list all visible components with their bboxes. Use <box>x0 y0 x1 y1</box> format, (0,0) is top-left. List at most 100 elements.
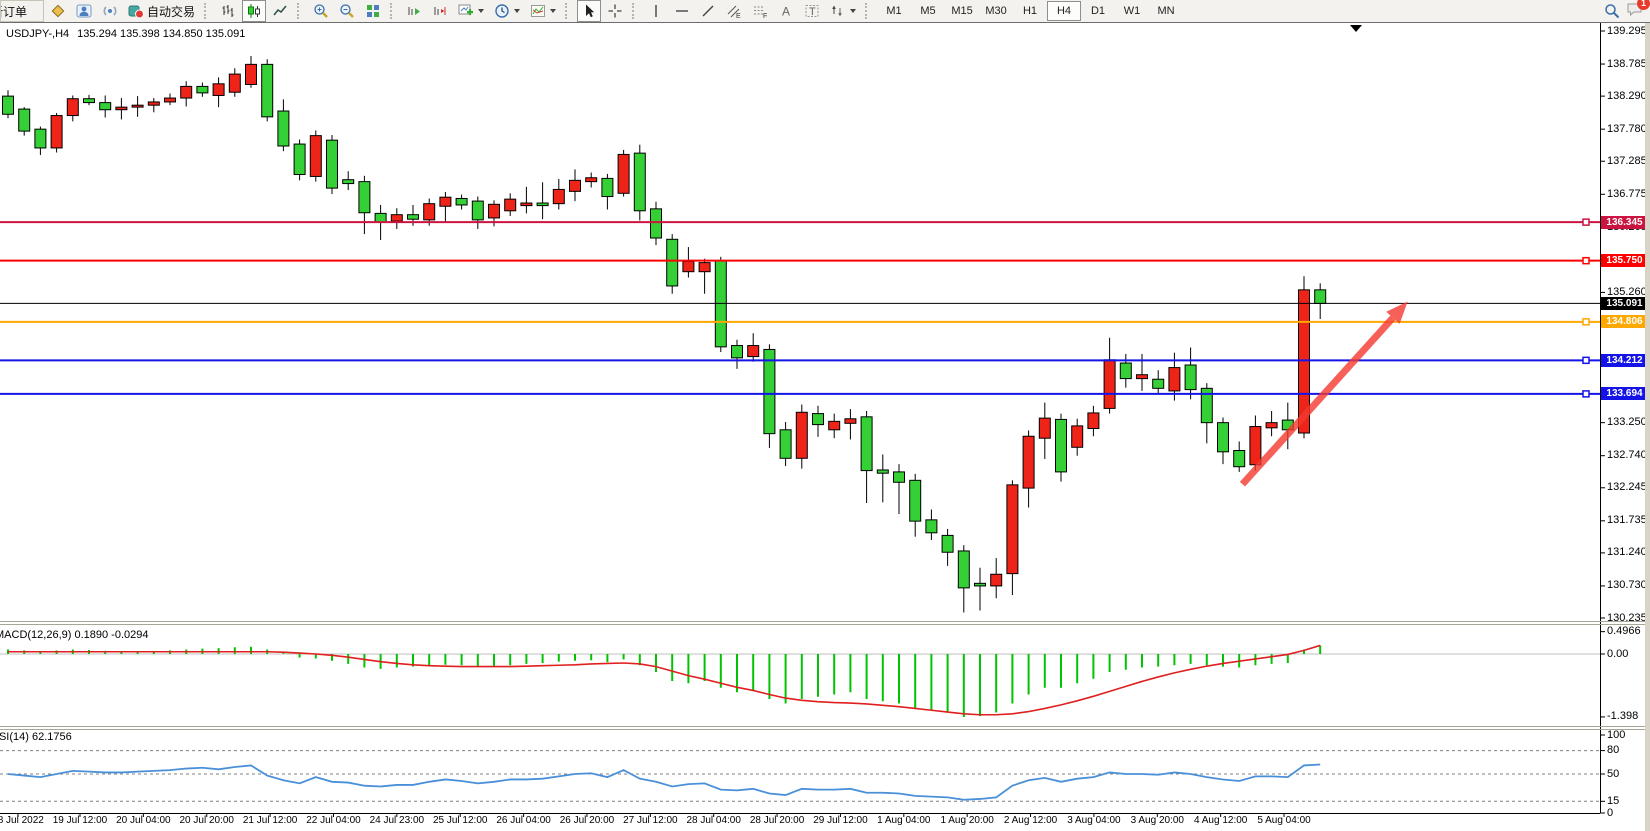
market-watch-button[interactable] <box>72 0 96 22</box>
price-tag-134.806: 134.806 <box>1601 315 1648 329</box>
line-handle <box>1582 390 1590 398</box>
clock-icon <box>495 4 509 18</box>
line-chart-button[interactable] <box>268 0 292 22</box>
text-label-tool-button[interactable]: T <box>800 0 824 22</box>
candle-body <box>601 177 614 198</box>
timeframe-button-W1[interactable]: W1 <box>1123 5 1141 17</box>
timeframe-button-H1[interactable]: H1 <box>1022 5 1038 17</box>
candle-body <box>1168 367 1181 392</box>
periods-button[interactable] <box>490 0 524 22</box>
auto-trading-button[interactable]: 自动交易 <box>124 0 199 22</box>
new-order-label: 新订单 <box>1 4 28 19</box>
horizontal-line-tool-button[interactable] <box>670 0 694 22</box>
candle-body <box>504 198 517 212</box>
candle-body <box>1071 425 1084 448</box>
candle-body <box>1249 426 1262 466</box>
candle-body <box>1087 412 1100 429</box>
timeframe-button-D1[interactable]: D1 <box>1090 5 1106 17</box>
new-chart-button[interactable] <box>454 0 488 22</box>
chart-symbol-period: USDJPY-,H4 <box>6 28 70 40</box>
candle-body <box>34 128 47 149</box>
fibonacci-tool-button[interactable]: F <box>748 0 772 22</box>
trend-arrow <box>1239 315 1396 487</box>
timeframe-button-M30[interactable]: M30 <box>985 5 1007 17</box>
candle-body <box>1265 422 1278 429</box>
candle-body <box>941 534 954 553</box>
time-tick-label: 27 Jul 12:00 <box>623 815 678 826</box>
indicators-button[interactable] <box>526 0 560 22</box>
auto-scroll-button[interactable] <box>402 0 426 22</box>
candle-body <box>795 411 808 459</box>
rsi-tick-label: 80 <box>1607 744 1620 757</box>
timeframe-button-M15[interactable]: M15 <box>951 5 973 17</box>
candle-body <box>974 582 986 587</box>
candle-body <box>698 262 711 273</box>
candle-body <box>552 188 565 205</box>
candle-body <box>407 214 419 220</box>
toolbar-separator <box>390 3 397 19</box>
candle-body <box>164 97 176 103</box>
candlestick-chart-button[interactable] <box>242 0 267 22</box>
chart-plot[interactable] <box>0 23 1650 831</box>
window-edge <box>1645 23 1650 831</box>
arrows-tool-button[interactable] <box>826 0 860 22</box>
timeframe-button-M5[interactable]: M5 <box>920 5 936 17</box>
zoom-in-button[interactable] <box>309 0 333 22</box>
price-tick-label: 138.785 <box>1607 57 1647 70</box>
line-chart-icon <box>273 5 287 16</box>
arrows-icon <box>832 5 842 17</box>
tile-windows-button[interactable] <box>361 0 385 22</box>
chart-window[interactable]: USDJPY-,H4 135.294 135.398 134.850 135.09… <box>0 22 1650 831</box>
price-tick-label: 139.295 <box>1607 24 1647 37</box>
auto-trading-label: 自动交易 <box>147 4 196 19</box>
candle-body <box>66 98 79 117</box>
trendline-tool-button[interactable] <box>696 0 720 22</box>
candle-body <box>358 181 371 214</box>
toolbar-separator <box>297 3 304 19</box>
candle-body <box>682 260 695 273</box>
zoom-in-icon <box>314 4 328 18</box>
candle-body <box>18 108 31 132</box>
time-tick-label: 18 Jul 2022 <box>0 815 44 826</box>
data-window-button[interactable] <box>98 0 122 22</box>
candle-body <box>633 152 646 212</box>
timeframe-button-M1[interactable]: M1 <box>886 5 902 17</box>
cursor-tool-button[interactable] <box>577 0 602 22</box>
ticket-button[interactable] <box>46 0 70 22</box>
time-tick-label: 19 Jul 12:00 <box>52 815 108 826</box>
channel-tool-button[interactable]: E <box>722 0 746 22</box>
toolbar: 新订单 自动交易 <box>0 0 1650 23</box>
candle-body <box>731 345 743 359</box>
price-tick-label: 135.260 <box>1607 285 1647 298</box>
zoom-out-button[interactable] <box>335 0 359 22</box>
time-tick-label: 22 Jul 04:00 <box>306 815 361 826</box>
time-tick-label: 28 Jul 04:00 <box>686 815 741 826</box>
chart-shift-button[interactable] <box>428 0 452 22</box>
price-tick-label: 138.290 <box>1607 89 1647 102</box>
vertical-line-tool-button[interactable] <box>644 0 668 22</box>
toolbar-separator <box>204 3 211 19</box>
price-tag-133.694: 133.694 <box>1601 387 1648 401</box>
crosshair-icon <box>608 4 622 18</box>
text-label-icon: T <box>805 5 819 18</box>
bar-chart-button[interactable] <box>216 0 240 22</box>
candle-body <box>779 429 792 459</box>
candle-body <box>860 416 873 472</box>
new-chart-icon <box>458 4 474 16</box>
timeframe-button-H4[interactable]: H4 <box>1047 1 1082 21</box>
time-tick-label: 26 Jul 04:00 <box>496 815 551 826</box>
time-tick-label: 28 Jul 20:00 <box>749 815 805 826</box>
search-icon[interactable] <box>1604 3 1620 19</box>
new-order-button[interactable]: 新订单 <box>0 0 44 22</box>
rsi-tick-label: 50 <box>1607 767 1620 780</box>
timeframe-button-MN[interactable]: MN <box>1157 5 1175 17</box>
price-tick-label: 137.285 <box>1607 154 1647 167</box>
candle-body <box>1152 378 1165 389</box>
crosshair-tool-button[interactable] <box>603 0 627 22</box>
bar-chart-icon <box>222 5 234 17</box>
candle-body <box>277 110 290 147</box>
notifications-button[interactable]: 1 <box>1626 0 1650 22</box>
candle-body <box>99 102 112 111</box>
text-tool-button[interactable]: A <box>774 0 798 22</box>
candle-body <box>423 203 436 221</box>
